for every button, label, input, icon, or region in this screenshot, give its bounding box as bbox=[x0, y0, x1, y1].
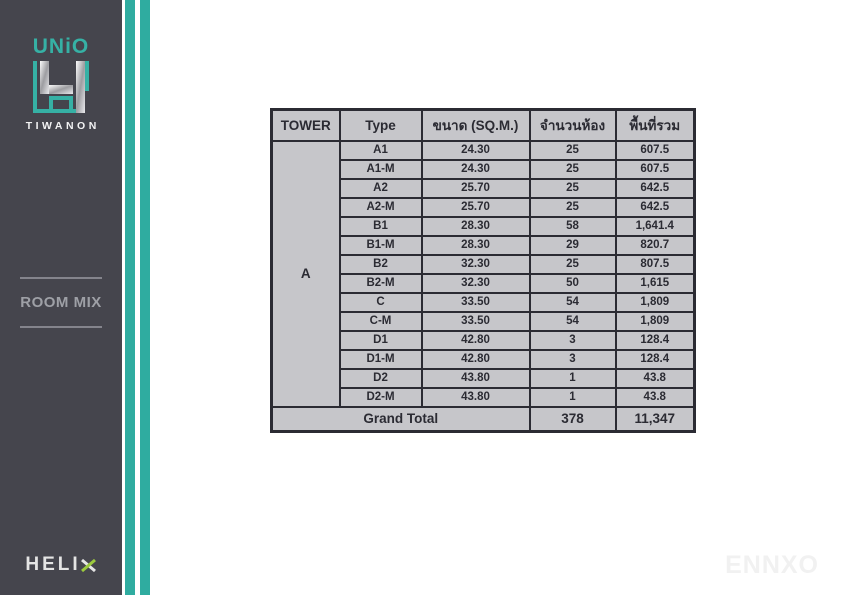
table-row: A A1 24.30 25 607.5 bbox=[270, 139, 696, 408]
table-cell: 43.8 bbox=[614, 386, 696, 408]
table-cell: 33.50 bbox=[420, 310, 531, 332]
table-row: B2-M 32.30 50 1,615 bbox=[272, 272, 696, 294]
ennxo-watermark: ENNXO bbox=[725, 551, 819, 579]
table-cell: A1-M bbox=[338, 158, 423, 180]
brand-location: TIWANON bbox=[25, 120, 100, 132]
helix-x-icon bbox=[80, 558, 96, 572]
unio-h-logo-icon bbox=[33, 61, 89, 113]
table-cell: B2-M bbox=[338, 272, 423, 294]
table-cell: 3 bbox=[528, 348, 617, 370]
table-cell: 50 bbox=[528, 272, 617, 294]
table-cell: B1 bbox=[338, 215, 423, 237]
table-cell: 3 bbox=[528, 329, 617, 351]
table-row: D1 42.80 3 128.4 bbox=[272, 329, 696, 351]
table-cell: 25 bbox=[528, 139, 617, 161]
table-cell: 25 bbox=[528, 253, 617, 275]
column-header: Type bbox=[338, 108, 423, 142]
table-cell: D1-M bbox=[338, 348, 423, 370]
table-cell: 642.5 bbox=[614, 196, 696, 218]
table-cell: 24.30 bbox=[420, 158, 531, 180]
table-cell: 128.4 bbox=[614, 329, 696, 351]
table-cell: 43.80 bbox=[420, 367, 531, 389]
table-cell: 33.50 bbox=[420, 291, 531, 313]
table-row: A2 25.70 25 642.5 bbox=[272, 177, 696, 199]
grand-total-area: 11,347 bbox=[614, 405, 696, 433]
table-cell: A2 bbox=[338, 177, 423, 199]
divider-top bbox=[20, 277, 102, 279]
column-header: พื้นที่รวม bbox=[614, 108, 696, 142]
grand-total-label: Grand Total bbox=[270, 405, 531, 433]
table-cell: 25.70 bbox=[420, 177, 531, 199]
column-header: จำนวนห้อง bbox=[528, 108, 617, 142]
unio-logo: UNiO TIWANON bbox=[0, 36, 122, 132]
table-row: D2-M 43.80 1 43.8 bbox=[272, 386, 696, 408]
table-cell: C bbox=[338, 291, 423, 313]
table-cell: B2 bbox=[338, 253, 423, 275]
table-header-row: TOWER Type ขนาด (SQ.M.) จำนวนห้อง พื้นที่รวม bbox=[270, 108, 696, 142]
table-cell: 58 bbox=[528, 215, 617, 237]
table-row: D1-M 42.80 3 128.4 bbox=[272, 348, 696, 370]
table-cell: 1 bbox=[528, 386, 617, 408]
brand-name: UNiO bbox=[32, 35, 90, 58]
table-cell: 25 bbox=[528, 196, 617, 218]
table-cell: 820.7 bbox=[614, 234, 696, 256]
table-cell: D1 bbox=[338, 329, 423, 351]
table-cell: 128.4 bbox=[614, 348, 696, 370]
table-cell: A2-M bbox=[338, 196, 423, 218]
table-cell: 1,809 bbox=[614, 310, 696, 332]
table-cell: B1-M bbox=[338, 234, 423, 256]
column-header: ขนาด (SQ.M.) bbox=[420, 108, 531, 142]
table-cell: 24.30 bbox=[420, 139, 531, 161]
table-cell: 43.8 bbox=[614, 367, 696, 389]
table-cell: 1,615 bbox=[614, 272, 696, 294]
column-header: TOWER bbox=[270, 108, 341, 142]
grand-total-row: Grand Total 378 11,347 bbox=[270, 405, 696, 433]
sidebar: UNiO TIWANON ROOM MIX bbox=[0, 0, 122, 595]
table-row: A2-M 25.70 25 642.5 bbox=[272, 196, 696, 218]
table-cell: 28.30 bbox=[420, 234, 531, 256]
table-cell: 54 bbox=[528, 310, 617, 332]
table-cell: 1,809 bbox=[614, 291, 696, 313]
table-cell: 1 bbox=[528, 367, 617, 389]
table-cell: 32.30 bbox=[420, 272, 531, 294]
table-cell: 32.30 bbox=[420, 253, 531, 275]
teal-stripe-1 bbox=[125, 0, 135, 595]
table-row: B2 32.30 25 807.5 bbox=[272, 253, 696, 275]
table-row: D2 43.80 1 43.8 bbox=[272, 367, 696, 389]
helix-letters: HELI bbox=[25, 554, 81, 575]
helix-logo: HELI bbox=[0, 554, 122, 576]
table-cell: C-M bbox=[338, 310, 423, 332]
tower-cell: A bbox=[270, 139, 341, 408]
table-cell: 42.80 bbox=[420, 348, 531, 370]
table-cell: 25 bbox=[528, 158, 617, 180]
table-cell: 25.70 bbox=[420, 196, 531, 218]
table-cell: 28.30 bbox=[420, 215, 531, 237]
table-cell: 54 bbox=[528, 291, 617, 313]
table-cell: 607.5 bbox=[614, 158, 696, 180]
table-cell: 642.5 bbox=[614, 177, 696, 199]
grand-total-rooms: 378 bbox=[528, 405, 617, 433]
table-cell: 25 bbox=[528, 177, 617, 199]
table-cell: 29 bbox=[528, 234, 617, 256]
table-row: C 33.50 54 1,809 bbox=[272, 291, 696, 313]
table-row: B1 28.30 58 1,641.4 bbox=[272, 215, 696, 237]
table-row: B1-M 28.30 29 820.7 bbox=[272, 234, 696, 256]
table-body: A A1 24.30 25 607.5 A1-M 24.30 25 607.5 A2 25.70 25… bbox=[270, 139, 696, 408]
table-cell: 1,641.4 bbox=[614, 215, 696, 237]
table-row: C-M 33.50 54 1,809 bbox=[272, 310, 696, 332]
table-cell: D2 bbox=[338, 367, 423, 389]
table-cell: 607.5 bbox=[614, 139, 696, 161]
table-row: A1-M 24.30 25 607.5 bbox=[272, 158, 696, 180]
table-cell: 43.80 bbox=[420, 386, 531, 408]
table-cell: 807.5 bbox=[614, 253, 696, 275]
table-cell: D2-M bbox=[338, 386, 423, 408]
section-header: ROOM MIX bbox=[0, 277, 122, 328]
divider-bottom bbox=[20, 326, 102, 328]
table-cell: 42.80 bbox=[420, 329, 531, 351]
room-mix-table: TOWER Type ขนาด (SQ.M.) จำนวนห้อง พื้นที่รวม… bbox=[270, 108, 696, 433]
page-title: ROOM MIX bbox=[20, 294, 102, 311]
teal-stripe-2 bbox=[140, 0, 150, 595]
table-cell: A1 bbox=[338, 139, 423, 161]
